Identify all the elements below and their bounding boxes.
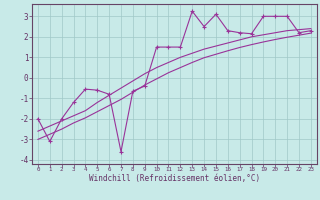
X-axis label: Windchill (Refroidissement éolien,°C): Windchill (Refroidissement éolien,°C) xyxy=(89,174,260,183)
